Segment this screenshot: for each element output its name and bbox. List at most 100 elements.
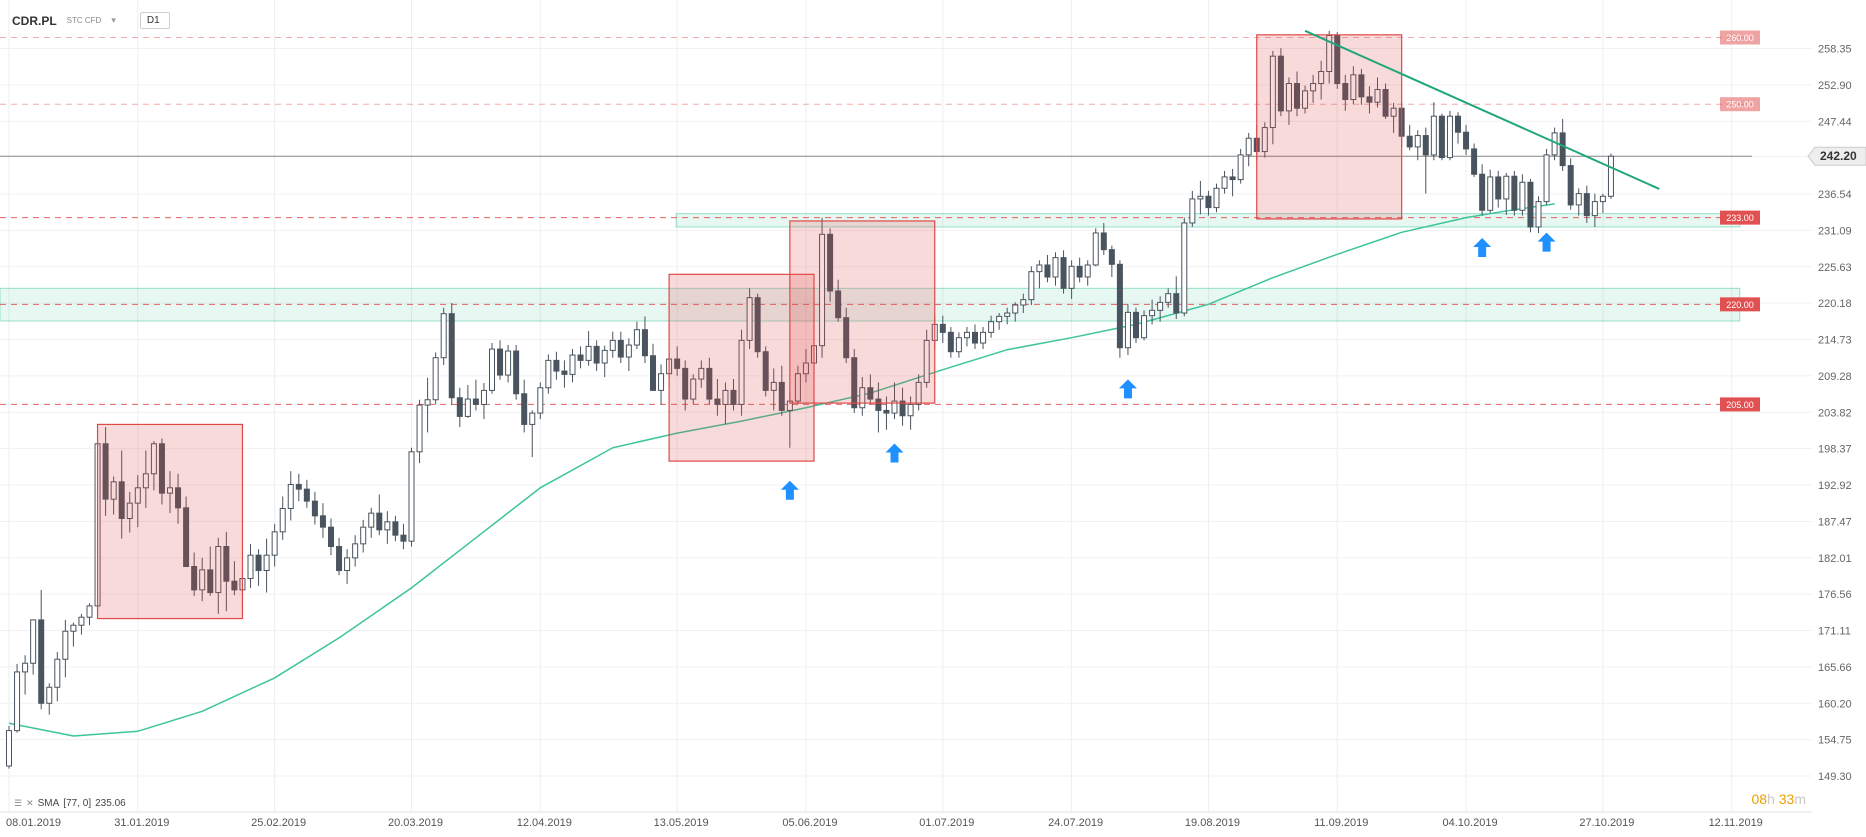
- candle-body: [1189, 198, 1196, 224]
- candle: [14, 663, 21, 733]
- candle-body: [1575, 193, 1582, 206]
- candle: [1173, 276, 1180, 320]
- candle: [54, 651, 61, 702]
- candle: [303, 479, 310, 508]
- candle-body: [1108, 249, 1115, 265]
- candle: [923, 329, 930, 388]
- candle: [529, 410, 536, 458]
- time-tick-label: 19.08.2019: [1185, 817, 1240, 829]
- highlight-box: [96, 423, 244, 620]
- candle-body: [303, 488, 310, 502]
- candle: [1479, 164, 1486, 216]
- candle-body: [319, 515, 326, 528]
- price-tick-label: 231.09: [1818, 225, 1852, 237]
- sma-legend: ☰ ✕ SMA [77, 0] 235.06: [14, 798, 126, 809]
- candle: [915, 374, 922, 411]
- candle: [311, 491, 318, 525]
- up-arrow-icon: [780, 480, 799, 500]
- candle-body: [827, 233, 834, 292]
- candle: [650, 343, 656, 391]
- candle-body: [1471, 148, 1478, 175]
- candle: [1285, 77, 1292, 125]
- candle-body: [730, 389, 737, 405]
- candle-body: [988, 321, 995, 333]
- candle-body: [255, 554, 262, 572]
- countdown-minutes-unit: m: [1794, 791, 1806, 807]
- candle: [907, 396, 914, 430]
- candle: [1599, 193, 1606, 213]
- candle-body: [207, 569, 214, 594]
- candle: [891, 382, 898, 420]
- candle: [1229, 168, 1236, 197]
- candle: [336, 537, 343, 576]
- candle: [472, 379, 479, 411]
- candle: [215, 537, 222, 614]
- price-tick-label: 171.11: [1818, 626, 1851, 638]
- level-label: 220.00: [1726, 300, 1754, 310]
- level-label: 233.00: [1726, 213, 1754, 223]
- instrument-type: STC CFD: [66, 16, 102, 25]
- candle-body: [1430, 115, 1437, 156]
- timeframe-selector[interactable]: D1: [139, 12, 170, 29]
- chevron-down-icon[interactable]: ▾: [111, 15, 116, 25]
- time-axis[interactable]: 08.01.2019 31.01.2019 25.02.2019 20.03.2019…: [0, 811, 1812, 829]
- candle-body: [1092, 232, 1099, 266]
- candle: [1052, 252, 1059, 286]
- trendline[interactable]: [1304, 29, 1660, 190]
- price-tick-label: 203.82: [1818, 407, 1852, 419]
- settings-icon[interactable]: ☰: [14, 798, 23, 808]
- candle-body: [545, 359, 552, 389]
- candle: [1197, 180, 1204, 215]
- candle-body: [279, 507, 286, 533]
- candle-body: [513, 350, 520, 395]
- candle: [1350, 66, 1357, 105]
- candle-body: [352, 543, 359, 559]
- candle: [1012, 302, 1019, 322]
- candle-body: [1446, 115, 1453, 159]
- candle-body: [424, 399, 431, 406]
- candle: [231, 561, 238, 596]
- candle: [1092, 228, 1099, 267]
- candle-body: [336, 546, 343, 572]
- candle-body: [368, 512, 375, 528]
- candle: [62, 619, 69, 678]
- candle: [1269, 50, 1276, 145]
- candle: [110, 476, 117, 515]
- candle-body: [1133, 311, 1139, 339]
- candle-body: [78, 616, 85, 626]
- candle-body: [1285, 83, 1292, 112]
- candle: [1133, 307, 1139, 344]
- candle: [585, 331, 592, 366]
- candle: [843, 307, 850, 364]
- candle-body: [1294, 83, 1300, 109]
- candle: [1511, 170, 1518, 216]
- candle: [617, 331, 624, 364]
- candle: [1575, 188, 1582, 216]
- candle-body: [601, 349, 608, 364]
- candle-body: [295, 483, 302, 490]
- candle-body: [658, 373, 665, 391]
- candle: [601, 345, 608, 378]
- signal-arrows: [780, 232, 1556, 500]
- candle-body: [1020, 299, 1027, 306]
- symbol-label[interactable]: CDR.PL: [12, 13, 57, 28]
- candle-body: [271, 531, 278, 556]
- price-axis[interactable]: 258.35 252.90 247.44 236.54 231.09 225.63 220.…: [1807, 0, 1866, 812]
- candle: [22, 655, 29, 695]
- candle: [183, 496, 190, 568]
- countdown-hours-unit: h: [1767, 791, 1775, 807]
- candle-body: [1350, 74, 1357, 101]
- candle: [1181, 217, 1188, 317]
- candle: [754, 293, 761, 358]
- candle-body: [980, 331, 987, 344]
- candle-body: [996, 315, 1003, 323]
- candle: [577, 346, 584, 369]
- candle-body: [819, 233, 826, 347]
- candlestick-series: [6, 30, 1614, 769]
- time-tick-label: 08.01.2019: [6, 817, 61, 829]
- candle-body: [1607, 155, 1614, 197]
- candle: [521, 379, 528, 433]
- close-icon[interactable]: ✕: [26, 798, 34, 808]
- candle-body: [191, 566, 198, 591]
